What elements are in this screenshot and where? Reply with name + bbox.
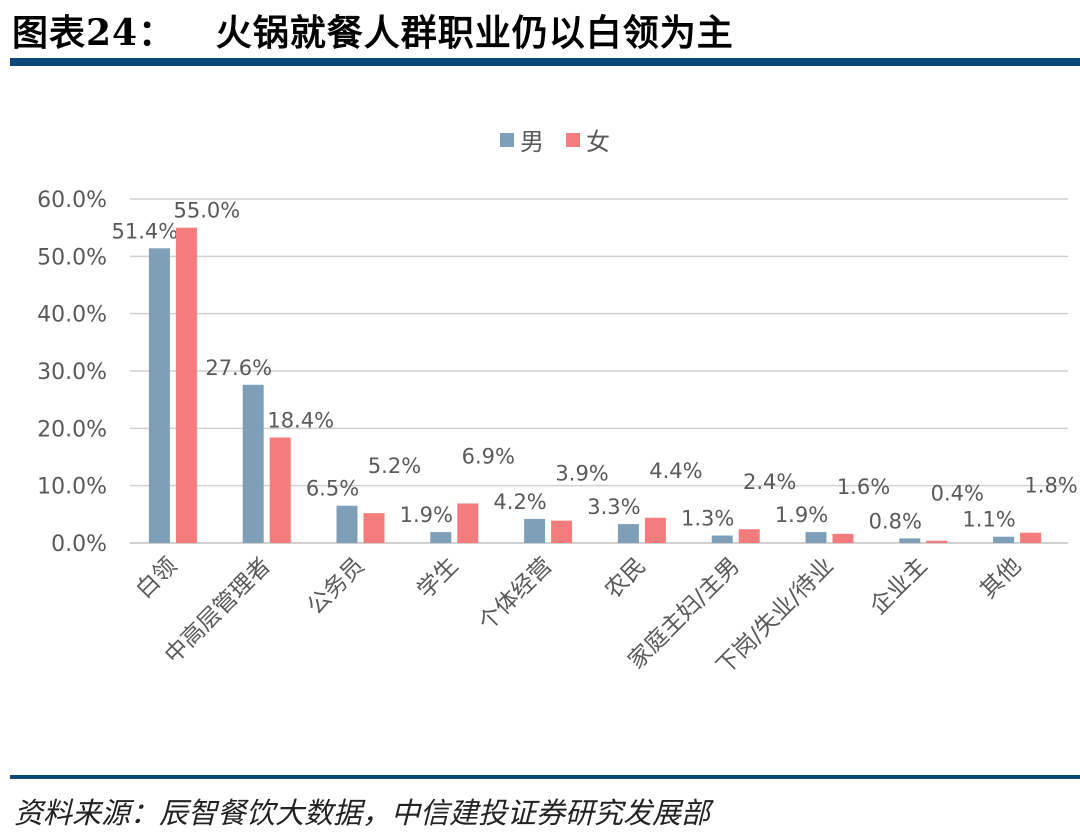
y-tick-label: 10.0%: [37, 475, 107, 500]
x-tick-label: 学生: [413, 553, 464, 604]
bar-female: [1020, 532, 1042, 543]
legend-label-male: 男: [520, 128, 544, 156]
x-tick-label: 农民: [600, 553, 651, 604]
source-note: 资料来源：辰智餐饮大数据，中信建投证券研究发展部: [14, 796, 711, 830]
title-divider: [10, 58, 1080, 66]
x-tick-label: 企业主: [865, 553, 932, 620]
data-label-female: 0.4%: [931, 482, 984, 506]
bar-female: [269, 437, 291, 543]
data-label-female: 3.9%: [555, 462, 608, 486]
data-label-male: 1.9%: [775, 503, 828, 527]
y-tick-label: 0.0%: [51, 532, 107, 557]
bar-male: [711, 535, 733, 543]
bar-female: [551, 520, 573, 543]
bar-male: [899, 538, 921, 543]
data-label-male: 6.5%: [306, 477, 359, 501]
bar-male: [805, 532, 827, 543]
data-label-male: 0.8%: [869, 509, 922, 533]
data-label-female: 5.2%: [368, 454, 421, 478]
data-label-female: 2.4%: [743, 470, 796, 494]
x-tick-label: 其他: [975, 553, 1026, 604]
bar-chart: 0.0%10.0%20.0%30.0%40.0%50.0%60.0%51.4%5…: [37, 128, 1078, 680]
data-label-female: 55.0%: [174, 199, 241, 223]
bar-male: [242, 384, 264, 543]
legend-swatch-male: [500, 133, 514, 147]
data-label-male: 27.6%: [205, 356, 272, 380]
bar-male: [617, 524, 639, 543]
bar-male: [336, 505, 358, 543]
bar-female: [738, 529, 760, 543]
x-tick-label: 个体经营: [474, 553, 557, 636]
data-label-male: 3.3%: [587, 495, 640, 519]
data-label-male: 1.3%: [681, 507, 734, 531]
legend-swatch-female: [566, 133, 580, 147]
bar-female: [644, 517, 666, 543]
bar-male: [524, 518, 546, 543]
figure-title: 图表24： 火锅就餐人群职业仍以白领为主: [12, 12, 734, 54]
data-label-male: 1.1%: [962, 508, 1015, 532]
bar-female: [832, 533, 854, 543]
bar-female: [175, 227, 197, 543]
x-tick-label: 白领: [131, 553, 182, 604]
bar-female: [926, 540, 948, 543]
data-label-male: 4.2%: [493, 490, 546, 514]
legend-label-female: 女: [586, 128, 610, 156]
data-label-female: 4.4%: [649, 459, 702, 483]
x-tick-label: 公务员: [303, 553, 370, 620]
y-tick-label: 30.0%: [37, 360, 107, 385]
data-label-male: 1.9%: [400, 503, 453, 527]
y-tick-label: 20.0%: [37, 417, 107, 442]
data-label-female: 18.4%: [267, 409, 334, 433]
bar-male: [430, 532, 452, 543]
bar-female: [457, 503, 479, 543]
footer-divider: [10, 775, 1080, 779]
data-label-female: 1.6%: [837, 475, 890, 499]
bar-female: [363, 513, 385, 543]
bar-male: [993, 536, 1015, 543]
data-label-male: 51.4%: [112, 219, 179, 243]
data-label-female: 1.8%: [1024, 474, 1077, 498]
y-tick-label: 50.0%: [37, 245, 107, 270]
bar-male: [148, 248, 170, 543]
y-tick-label: 60.0%: [37, 188, 107, 213]
y-tick-label: 40.0%: [37, 303, 107, 328]
data-label-female: 6.9%: [462, 444, 515, 468]
